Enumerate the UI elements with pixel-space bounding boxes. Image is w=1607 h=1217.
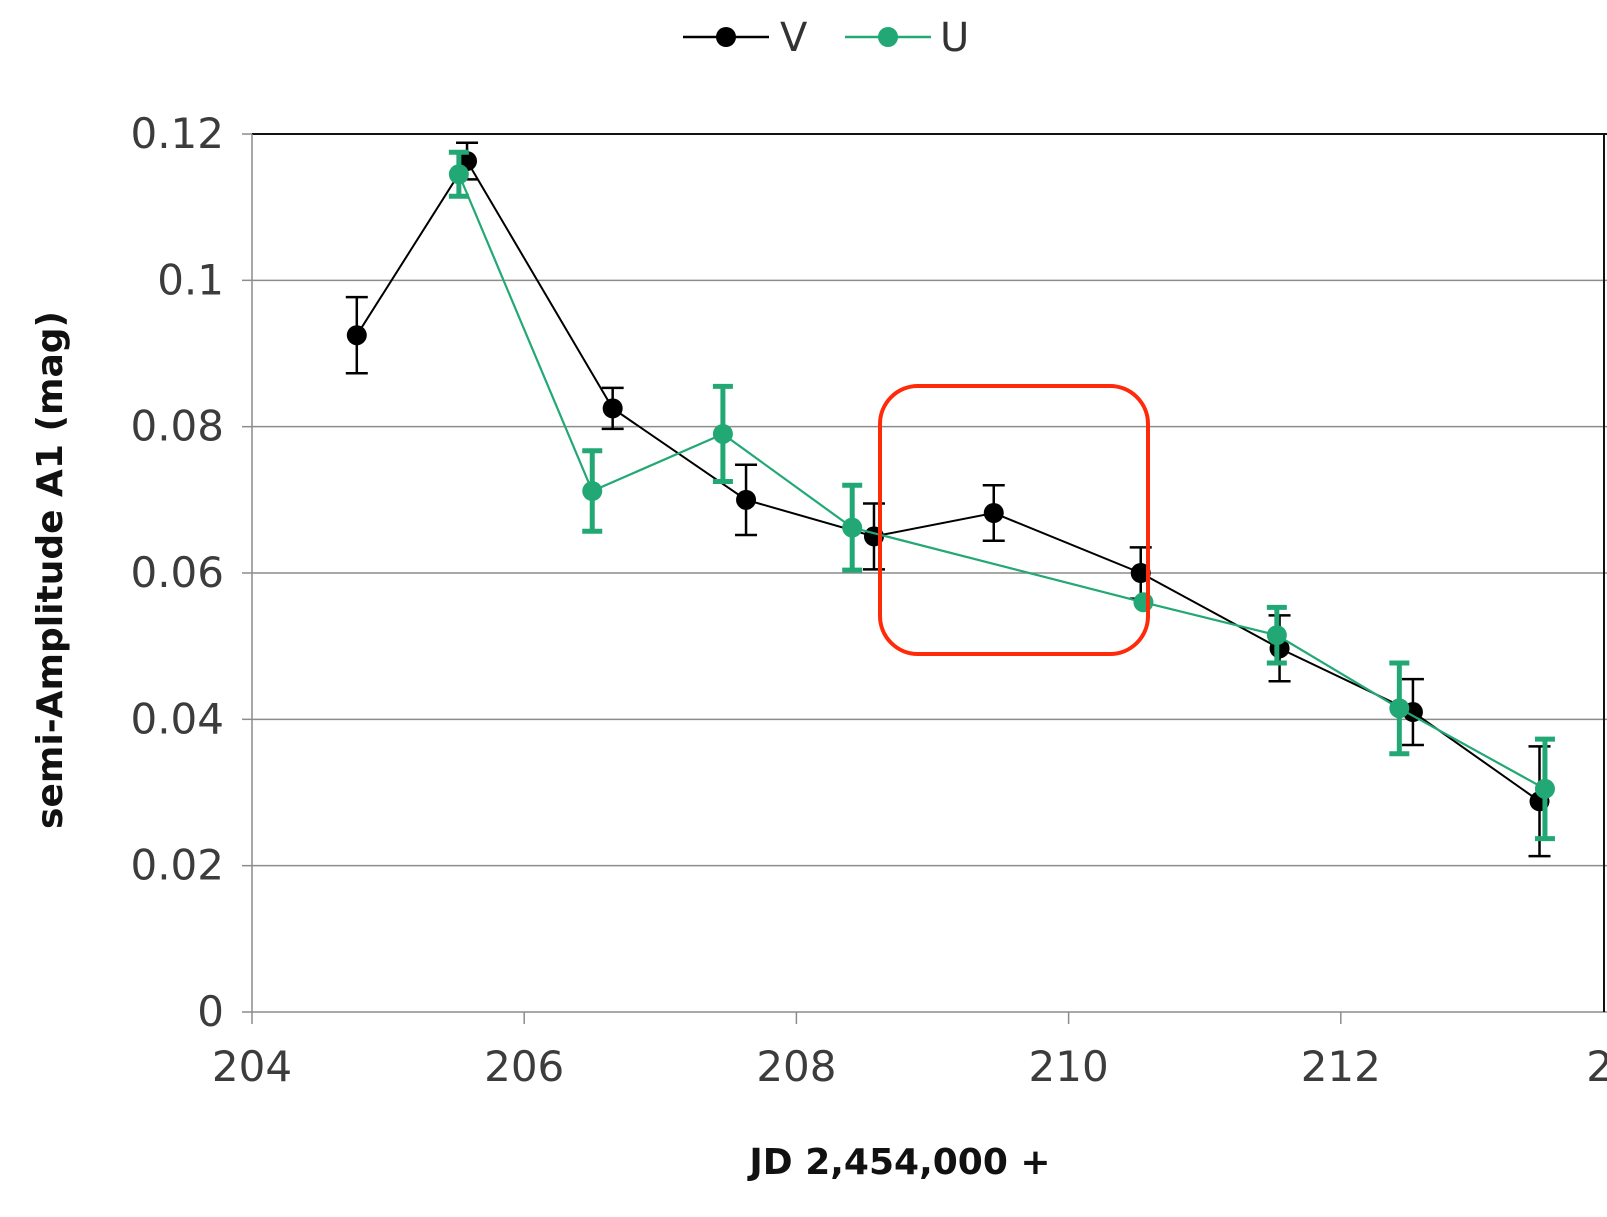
data-point-U bbox=[842, 517, 863, 538]
legend-label-V: V bbox=[780, 15, 808, 61]
y-tick-label: 0.02 bbox=[130, 841, 224, 890]
legend-label-U: U bbox=[940, 15, 969, 61]
data-point-V bbox=[736, 489, 757, 510]
data-point-U bbox=[1133, 592, 1154, 613]
x-tick-label: 210 bbox=[1029, 1042, 1109, 1091]
data-point-U bbox=[582, 481, 603, 502]
highlight-box bbox=[878, 384, 1150, 656]
y-tick-label: 0 bbox=[197, 987, 224, 1036]
legend-marker-V bbox=[716, 27, 736, 47]
data-point-V bbox=[983, 503, 1004, 524]
y-tick-label: 0.1 bbox=[157, 255, 224, 304]
axes bbox=[242, 133, 1607, 1024]
series-line-U bbox=[457, 173, 1546, 790]
data-point-V bbox=[346, 325, 367, 346]
data-point-V bbox=[1130, 563, 1151, 583]
data-point-U bbox=[712, 423, 733, 444]
y-axis-title: semi-Amplitude A1 (mag) bbox=[30, 311, 71, 829]
y-tick-label: 0.04 bbox=[130, 694, 224, 743]
x-tick-label: 21 bbox=[1586, 1042, 1607, 1091]
x-axis-title: JD 2,454,000 + bbox=[746, 1142, 1050, 1183]
data-point-U bbox=[1534, 778, 1555, 799]
data-point-U bbox=[1389, 698, 1410, 719]
x-tick-label: 208 bbox=[756, 1042, 836, 1091]
data-point-V bbox=[602, 398, 623, 419]
data-point-U bbox=[448, 164, 469, 185]
series-line-V bbox=[355, 159, 1541, 803]
y-tick-label: 0.06 bbox=[130, 548, 224, 597]
tick-labels: 0 0.02 0.04 0.06 0.08 0.1 0.12 204 206 208 210 212 2… bbox=[130, 109, 1607, 1091]
x-tick-label: 212 bbox=[1301, 1042, 1381, 1091]
legend-marker-U bbox=[878, 27, 898, 47]
x-tick-label: 204 bbox=[212, 1042, 292, 1091]
y-tick-label: 0.12 bbox=[130, 109, 224, 158]
x-tick-label: 206 bbox=[484, 1042, 564, 1091]
data-point-U bbox=[1266, 625, 1287, 646]
series-layer bbox=[345, 141, 1555, 858]
y-tick-label: 0.08 bbox=[130, 402, 224, 451]
